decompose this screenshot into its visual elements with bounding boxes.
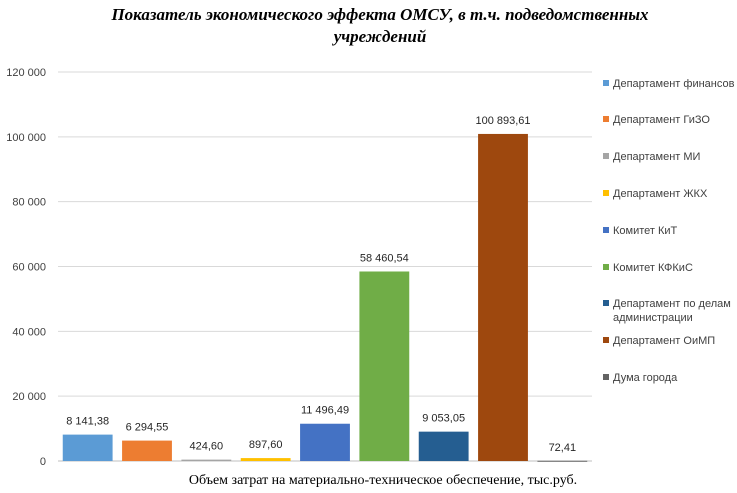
legend-label: Департамент ОиМП	[613, 335, 715, 347]
legend-label: Комитет КиТ	[613, 225, 678, 237]
data-label: 9 053,05	[422, 413, 465, 425]
legend-swatch	[603, 116, 609, 122]
legend-label: Департамент финансов	[613, 78, 735, 90]
data-label: 897,60	[249, 439, 283, 451]
legend-swatch	[603, 337, 609, 343]
data-labels: 8 141,38 6 294,55 424,60 897,60 11 496,49 58 …	[66, 115, 576, 454]
legend-label: Департамент ГиЗО	[613, 114, 710, 126]
data-label: 58 460,54	[360, 252, 409, 264]
bars	[62, 133, 588, 462]
legend-label: администрации	[613, 312, 693, 324]
y-tick-label: 100 000	[6, 132, 46, 144]
bar	[359, 271, 410, 461]
legend-label: Департамент ЖКХ	[613, 188, 708, 200]
legend-label: Дума города	[613, 372, 678, 384]
data-label: 8 141,38	[66, 416, 109, 428]
legend-label: Департамент МИ	[613, 151, 700, 163]
y-tick-label: 80 000	[12, 197, 46, 209]
legend-swatch	[603, 374, 609, 380]
data-label: 6 294,55	[126, 422, 169, 434]
bar	[240, 458, 291, 461]
y-tick-label: 0	[40, 456, 46, 468]
y-tick-label: 120 000	[6, 67, 46, 79]
y-axis-ticks: 0 20 000 40 000 60 000 80 000 100 000 120 000	[6, 67, 46, 468]
bar	[418, 431, 469, 461]
y-tick-label: 40 000	[12, 326, 46, 338]
x-axis-label: Объем затрат на материально-техническое …	[189, 473, 577, 488]
grid-lines	[58, 71, 592, 462]
y-tick-label: 20 000	[12, 391, 46, 403]
bar	[478, 133, 528, 461]
bar	[537, 460, 588, 462]
bar	[181, 459, 232, 461]
legend-swatch	[603, 227, 609, 233]
data-label: 11 496,49	[301, 405, 349, 417]
legend-swatch	[603, 80, 609, 86]
legend-label: Департамент по делам	[613, 298, 731, 310]
bar	[300, 423, 350, 461]
legend-swatch	[603, 300, 609, 306]
data-label: 100 893,61	[475, 115, 530, 127]
bar	[62, 434, 113, 461]
legend-swatch	[603, 264, 609, 270]
legend: Департамент финансов Департамент ГиЗО Депа…	[603, 78, 735, 384]
data-label: 72,41	[549, 442, 577, 454]
chart-title-line: учреждений	[332, 27, 427, 46]
legend-label: Комитет КФКиС	[613, 262, 693, 274]
chart-title-line: Показатель экономического эффекта ОМСУ, …	[110, 5, 649, 24]
data-label: 424,60	[190, 441, 224, 453]
legend-swatch	[603, 190, 609, 196]
chart-title: Показатель экономического эффекта ОМСУ, …	[110, 5, 649, 46]
bar	[122, 440, 172, 461]
y-tick-label: 60 000	[12, 262, 46, 274]
legend-swatch	[603, 153, 609, 159]
